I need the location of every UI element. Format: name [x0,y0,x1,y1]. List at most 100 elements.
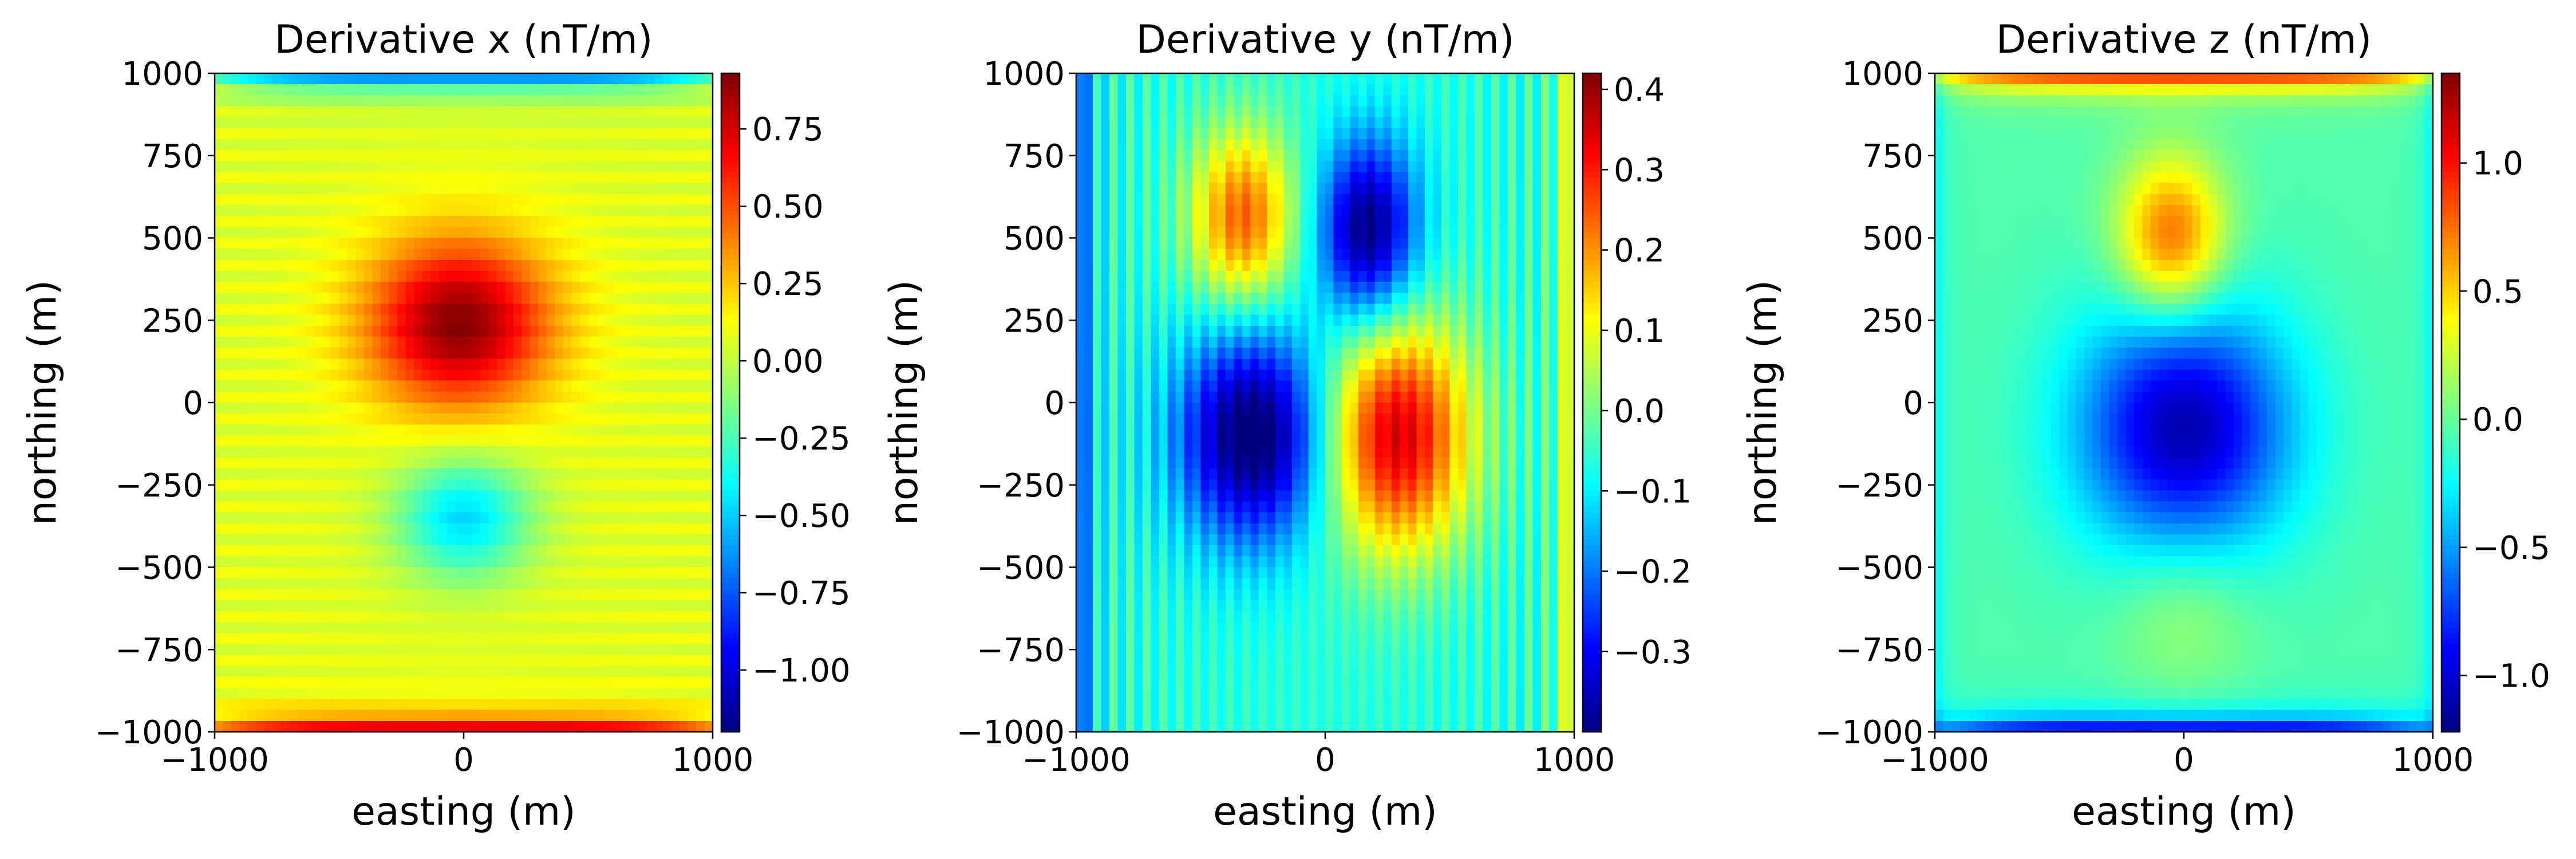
heatmap-cell [364,194,373,206]
heatmap-cell [272,534,282,546]
heatmap-cell [239,479,248,491]
heatmap-cell [1117,293,1127,305]
heatmap-cell [630,249,639,261]
heatmap-cell [389,567,398,579]
heatmap-cell [1176,161,1185,173]
heatmap-cell [696,216,705,228]
heatmap-cell [281,314,290,326]
heatmap-cell [248,128,257,140]
heatmap-cell [696,249,705,261]
heatmap-cell [414,655,423,667]
heatmap-cell [654,655,663,667]
heatmap-cell [679,710,689,722]
heatmap-cell [455,633,464,645]
heatmap-cell [314,358,323,371]
heatmap-cell [339,424,348,436]
heatmap-cell [588,304,597,316]
heatmap-cell [547,633,556,645]
heatmap-cell [1309,249,1318,261]
heatmap-cell [663,611,672,623]
heatmap-cell [530,139,539,151]
heatmap-cell [1317,216,1326,228]
heatmap-cell [405,95,414,107]
heatmap-cell [306,325,315,337]
heatmap-cell [588,720,597,732]
colorbar-segment [721,265,740,271]
heatmap-cell [1143,117,1152,129]
heatmap-cell [322,227,331,239]
colorbar-segment [721,479,740,486]
heatmap-cell [281,293,290,305]
heatmap-cell [455,688,464,700]
colorbar-segment [721,561,740,568]
heatmap-cell [638,403,647,414]
heatmap-cell [679,205,689,216]
heatmap-cell [455,523,464,535]
heatmap-cell [1499,271,1508,282]
heatmap-cell [223,512,232,524]
heatmap-cell [239,556,248,568]
colorbar-segment [721,386,740,392]
heatmap-cell [464,259,473,271]
heatmap-cell [364,172,373,184]
heatmap-cell [580,578,589,590]
heatmap-cell [571,688,580,700]
heatmap-cell [538,128,547,140]
heatmap-cell [1416,183,1425,195]
heatmap-cell [688,314,697,326]
heatmap-cell [1084,238,1093,250]
heatmap-cell [1400,259,1409,271]
heatmap-cell [1558,84,1567,96]
heatmap-cell [580,512,589,524]
heatmap-cell [322,293,331,305]
heatmap-cell [239,468,248,480]
heatmap-cell [438,271,448,282]
heatmap-cell [538,194,547,206]
heatmap-cell [455,622,464,634]
heatmap-cell [1342,106,1351,118]
heatmap-cell [547,139,556,151]
heatmap-cell [223,139,232,151]
heatmap-cell [513,325,523,337]
heatmap-cell [256,534,265,546]
heatmap-cell [264,490,274,502]
heatmap-cell [505,259,514,271]
heatmap-cell [654,413,663,425]
heatmap-cell [654,150,663,162]
heatmap-cell [447,314,456,326]
heatmap-cell [1358,172,1368,184]
heatmap-cell [1325,150,1334,162]
heatmap-cell [688,205,697,216]
heatmap-cell [621,391,630,403]
heatmap-cell [621,238,630,250]
heatmap-cell [1300,293,1309,305]
heatmap-cell [414,611,423,623]
heatmap-cell [547,534,556,546]
heatmap-cell [696,95,705,107]
heatmap-cell [1143,282,1152,294]
heatmap-cell [679,358,689,371]
heatmap-cell [364,424,373,436]
heatmap-cell [314,304,323,316]
heatmap-cell [688,238,697,250]
heatmap-cell [638,699,647,711]
heatmap-cell [596,249,606,261]
heatmap-cell [314,666,323,677]
heatmap-cell [638,348,647,360]
heatmap-cell [1309,73,1318,85]
heatmap-cell [289,655,298,667]
heatmap-cell [1491,139,1500,151]
heatmap-cell [530,216,539,228]
heatmap-cell [239,567,248,579]
heatmap-cell [447,139,456,151]
heatmap-cell [347,369,357,381]
heatmap-cell [646,633,655,645]
y-tick-label: 750 [142,138,203,175]
heatmap-cell [580,644,589,656]
heatmap-cell [414,117,423,129]
heatmap-cell [654,282,663,294]
heatmap-cell [480,622,489,634]
heatmap-cell [215,216,224,228]
heatmap-cell [480,106,489,118]
colorbar: 0.750.500.250.00−0.25−0.50−0.75−1.00 [720,72,851,733]
